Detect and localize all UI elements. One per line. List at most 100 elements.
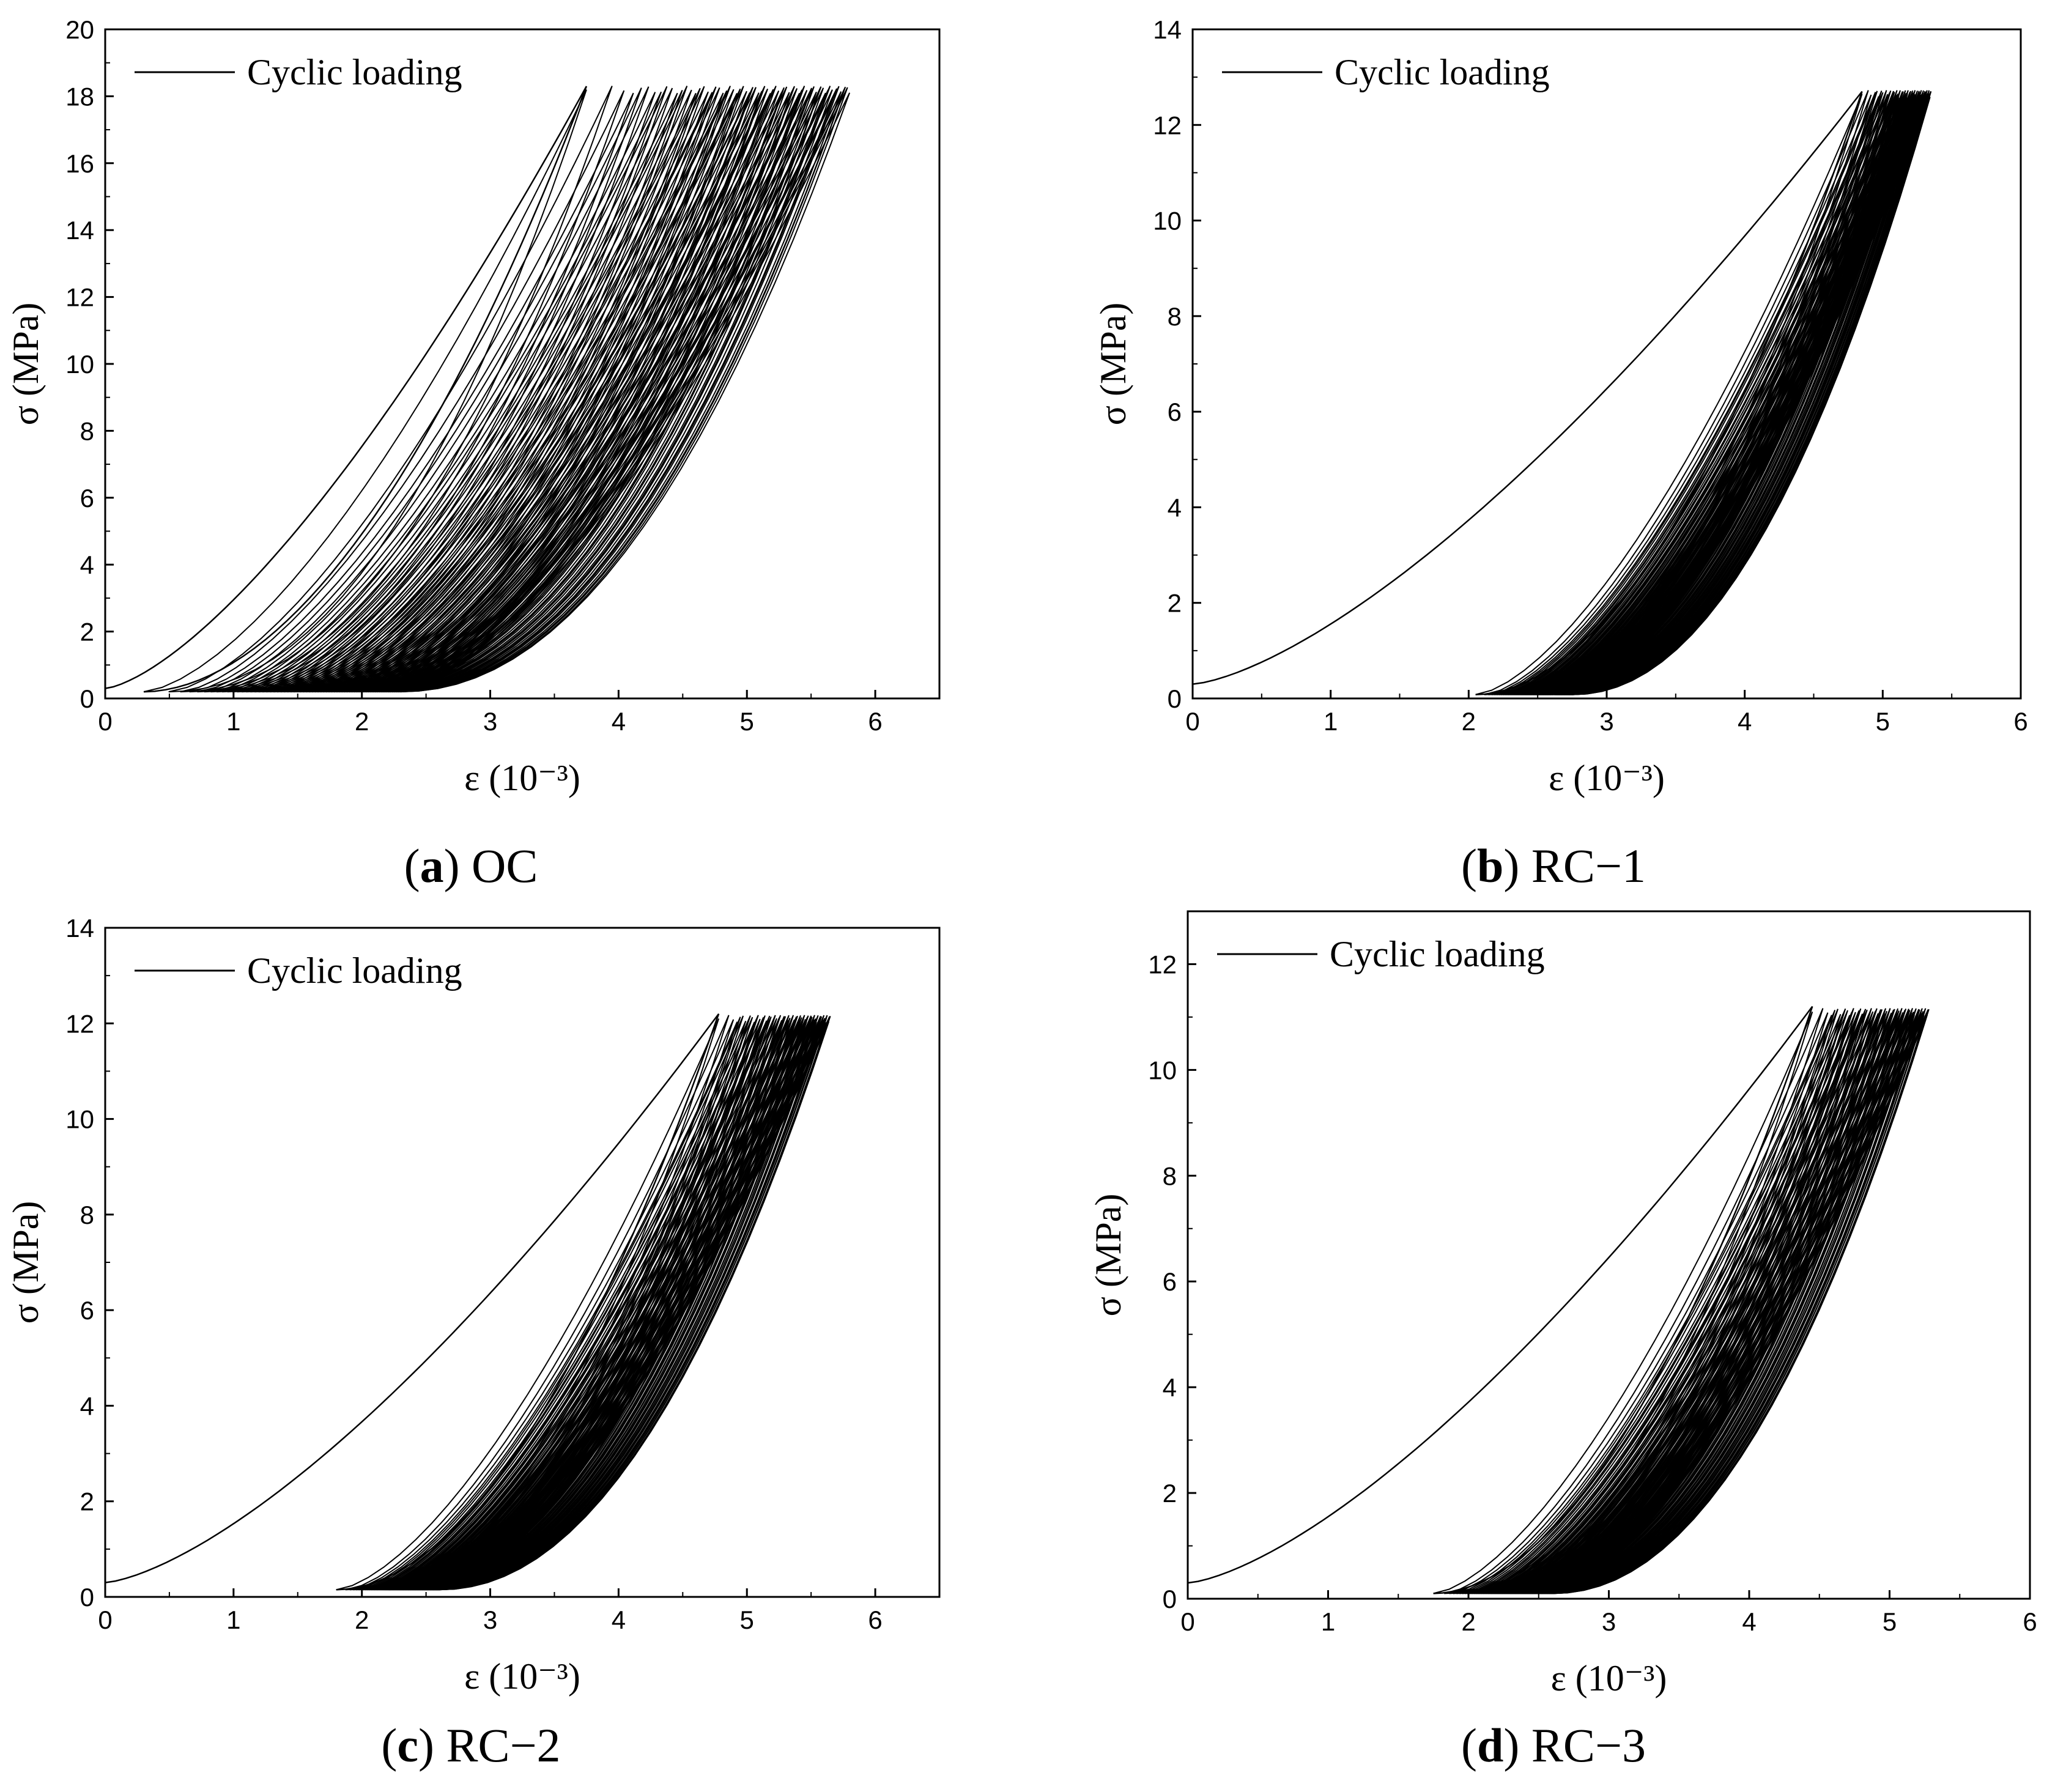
hysteresis-loop xyxy=(1536,1012,1914,1594)
hysteresis-loop xyxy=(1516,1009,1895,1594)
y-tick-label: 14 xyxy=(65,914,94,942)
hysteresis-loop xyxy=(1558,90,1922,695)
x-tick-label: 2 xyxy=(1462,707,1476,736)
y-tick-label: 20 xyxy=(65,15,94,44)
hysteresis-loop xyxy=(1547,92,1914,695)
y-tick-label: 12 xyxy=(65,283,94,312)
hysteresis-loop xyxy=(1532,91,1903,695)
hysteresis-loop xyxy=(1525,1008,1903,1594)
x-tick-label: 4 xyxy=(612,1605,626,1634)
x-tick-label: 5 xyxy=(1883,1607,1897,1636)
hysteresis-loop xyxy=(204,86,650,693)
hysteresis-loop xyxy=(365,86,815,693)
x-tick-label: 2 xyxy=(355,707,369,736)
hysteresis-loop xyxy=(242,86,688,693)
caption-name: RC−2 xyxy=(446,1719,561,1772)
caption-letter: b xyxy=(1477,839,1503,892)
hysteresis-loop xyxy=(317,86,766,693)
hysteresis-loop xyxy=(418,1015,809,1591)
x-tick-label: 1 xyxy=(1321,1607,1335,1636)
hysteresis-loop xyxy=(216,91,662,693)
hysteresis-loop xyxy=(439,1015,831,1591)
y-tick-label: 8 xyxy=(1163,1161,1177,1190)
hysteresis-loop xyxy=(425,1018,816,1591)
first-loading-curve xyxy=(105,86,588,693)
hysteresis-loop xyxy=(1546,1008,1923,1594)
caption-name: OC xyxy=(472,839,538,892)
hysteresis-loop xyxy=(405,1019,795,1591)
caption-close-paren: ) xyxy=(444,839,472,892)
hysteresis-loop xyxy=(412,1017,802,1591)
legend-text: Cyclic loading xyxy=(247,52,462,92)
x-axis-label: ε (10⁻³) xyxy=(464,758,580,798)
y-tick-label: 0 xyxy=(1168,684,1182,713)
y-tick-label: 0 xyxy=(1163,1585,1177,1613)
hysteresis-loop xyxy=(1533,91,1904,695)
hysteresis-loop xyxy=(1462,1013,1842,1594)
caption-open-paren: ( xyxy=(404,839,420,892)
hysteresis-loop xyxy=(143,89,587,693)
caption-open-paren: ( xyxy=(1461,839,1477,892)
x-tick-label: 4 xyxy=(1742,1607,1756,1636)
hysteresis-loop xyxy=(431,1016,823,1591)
hysteresis-loop xyxy=(262,91,709,693)
hysteresis-loop xyxy=(1572,91,1932,695)
hysteresis-loop xyxy=(424,1015,815,1591)
hysteresis-loop xyxy=(383,89,833,693)
x-tick-label: 6 xyxy=(868,707,882,736)
hysteresis-loop xyxy=(387,88,838,693)
hysteresis-loop xyxy=(415,1015,805,1591)
hysteresis-loop xyxy=(416,1019,806,1591)
hysteresis-loop xyxy=(227,87,673,693)
x-axis-label: ε (10⁻³) xyxy=(464,1656,580,1697)
x-axis-label: ε (10⁻³) xyxy=(1549,758,1665,798)
hysteresis-loop xyxy=(404,1015,794,1591)
panel-caption: (c) RC−2 xyxy=(381,1719,560,1772)
hysteresis-loop xyxy=(1546,90,1914,695)
caption-name: RC−1 xyxy=(1531,839,1646,892)
x-tick-label: 0 xyxy=(98,1605,112,1634)
y-tick-label: 0 xyxy=(80,684,94,713)
hysteresis-loop xyxy=(1542,1009,1920,1594)
y-tick-label: 12 xyxy=(1148,950,1177,979)
legend-text: Cyclic loading xyxy=(1335,52,1550,92)
hysteresis-loop xyxy=(1520,1008,1899,1594)
hysteresis-loop xyxy=(287,89,735,693)
hysteresis-loop xyxy=(433,1018,826,1591)
hysteresis-loop xyxy=(1537,93,1907,695)
x-tick-label: 3 xyxy=(483,1605,497,1634)
hysteresis-loop xyxy=(391,91,842,693)
x-tick-label: 1 xyxy=(226,707,240,736)
x-tick-label: 6 xyxy=(2023,1607,2037,1636)
x-tick-label: 5 xyxy=(740,707,754,736)
x-tick-label: 6 xyxy=(2013,707,2027,736)
y-axis-label: σ (MPa) xyxy=(1093,303,1133,426)
y-tick-label: 14 xyxy=(1153,15,1182,44)
x-tick-label: 2 xyxy=(355,1605,369,1634)
x-axis-label: ε (10⁻³) xyxy=(1551,1658,1667,1698)
hysteresis-loop xyxy=(374,87,824,693)
hysteresis-loop xyxy=(1533,1010,1911,1594)
hysteresis-loop xyxy=(400,92,851,693)
hysteresis-loop xyxy=(356,86,805,693)
hysteresis-loop xyxy=(1539,1008,1917,1594)
first-loading-curve xyxy=(1187,1005,1813,1594)
x-tick-label: 0 xyxy=(1180,1607,1194,1636)
y-tick-label: 6 xyxy=(1163,1267,1177,1296)
caption-letter: c xyxy=(397,1719,418,1772)
x-tick-label: 3 xyxy=(1599,707,1613,736)
hysteresis-loop xyxy=(250,92,697,693)
y-tick-label: 6 xyxy=(1168,398,1182,426)
hysteresis-loop xyxy=(377,92,826,693)
y-tick-label: 18 xyxy=(65,82,94,111)
series-cyclic-loading xyxy=(105,86,851,693)
hysteresis-loop xyxy=(381,86,831,693)
hysteresis-loop xyxy=(1543,1009,1920,1594)
hysteresis-loop xyxy=(1546,1011,1924,1594)
hysteresis-loop xyxy=(197,87,642,693)
hysteresis-loop xyxy=(1556,92,1920,695)
hysteresis-loop xyxy=(372,86,822,693)
